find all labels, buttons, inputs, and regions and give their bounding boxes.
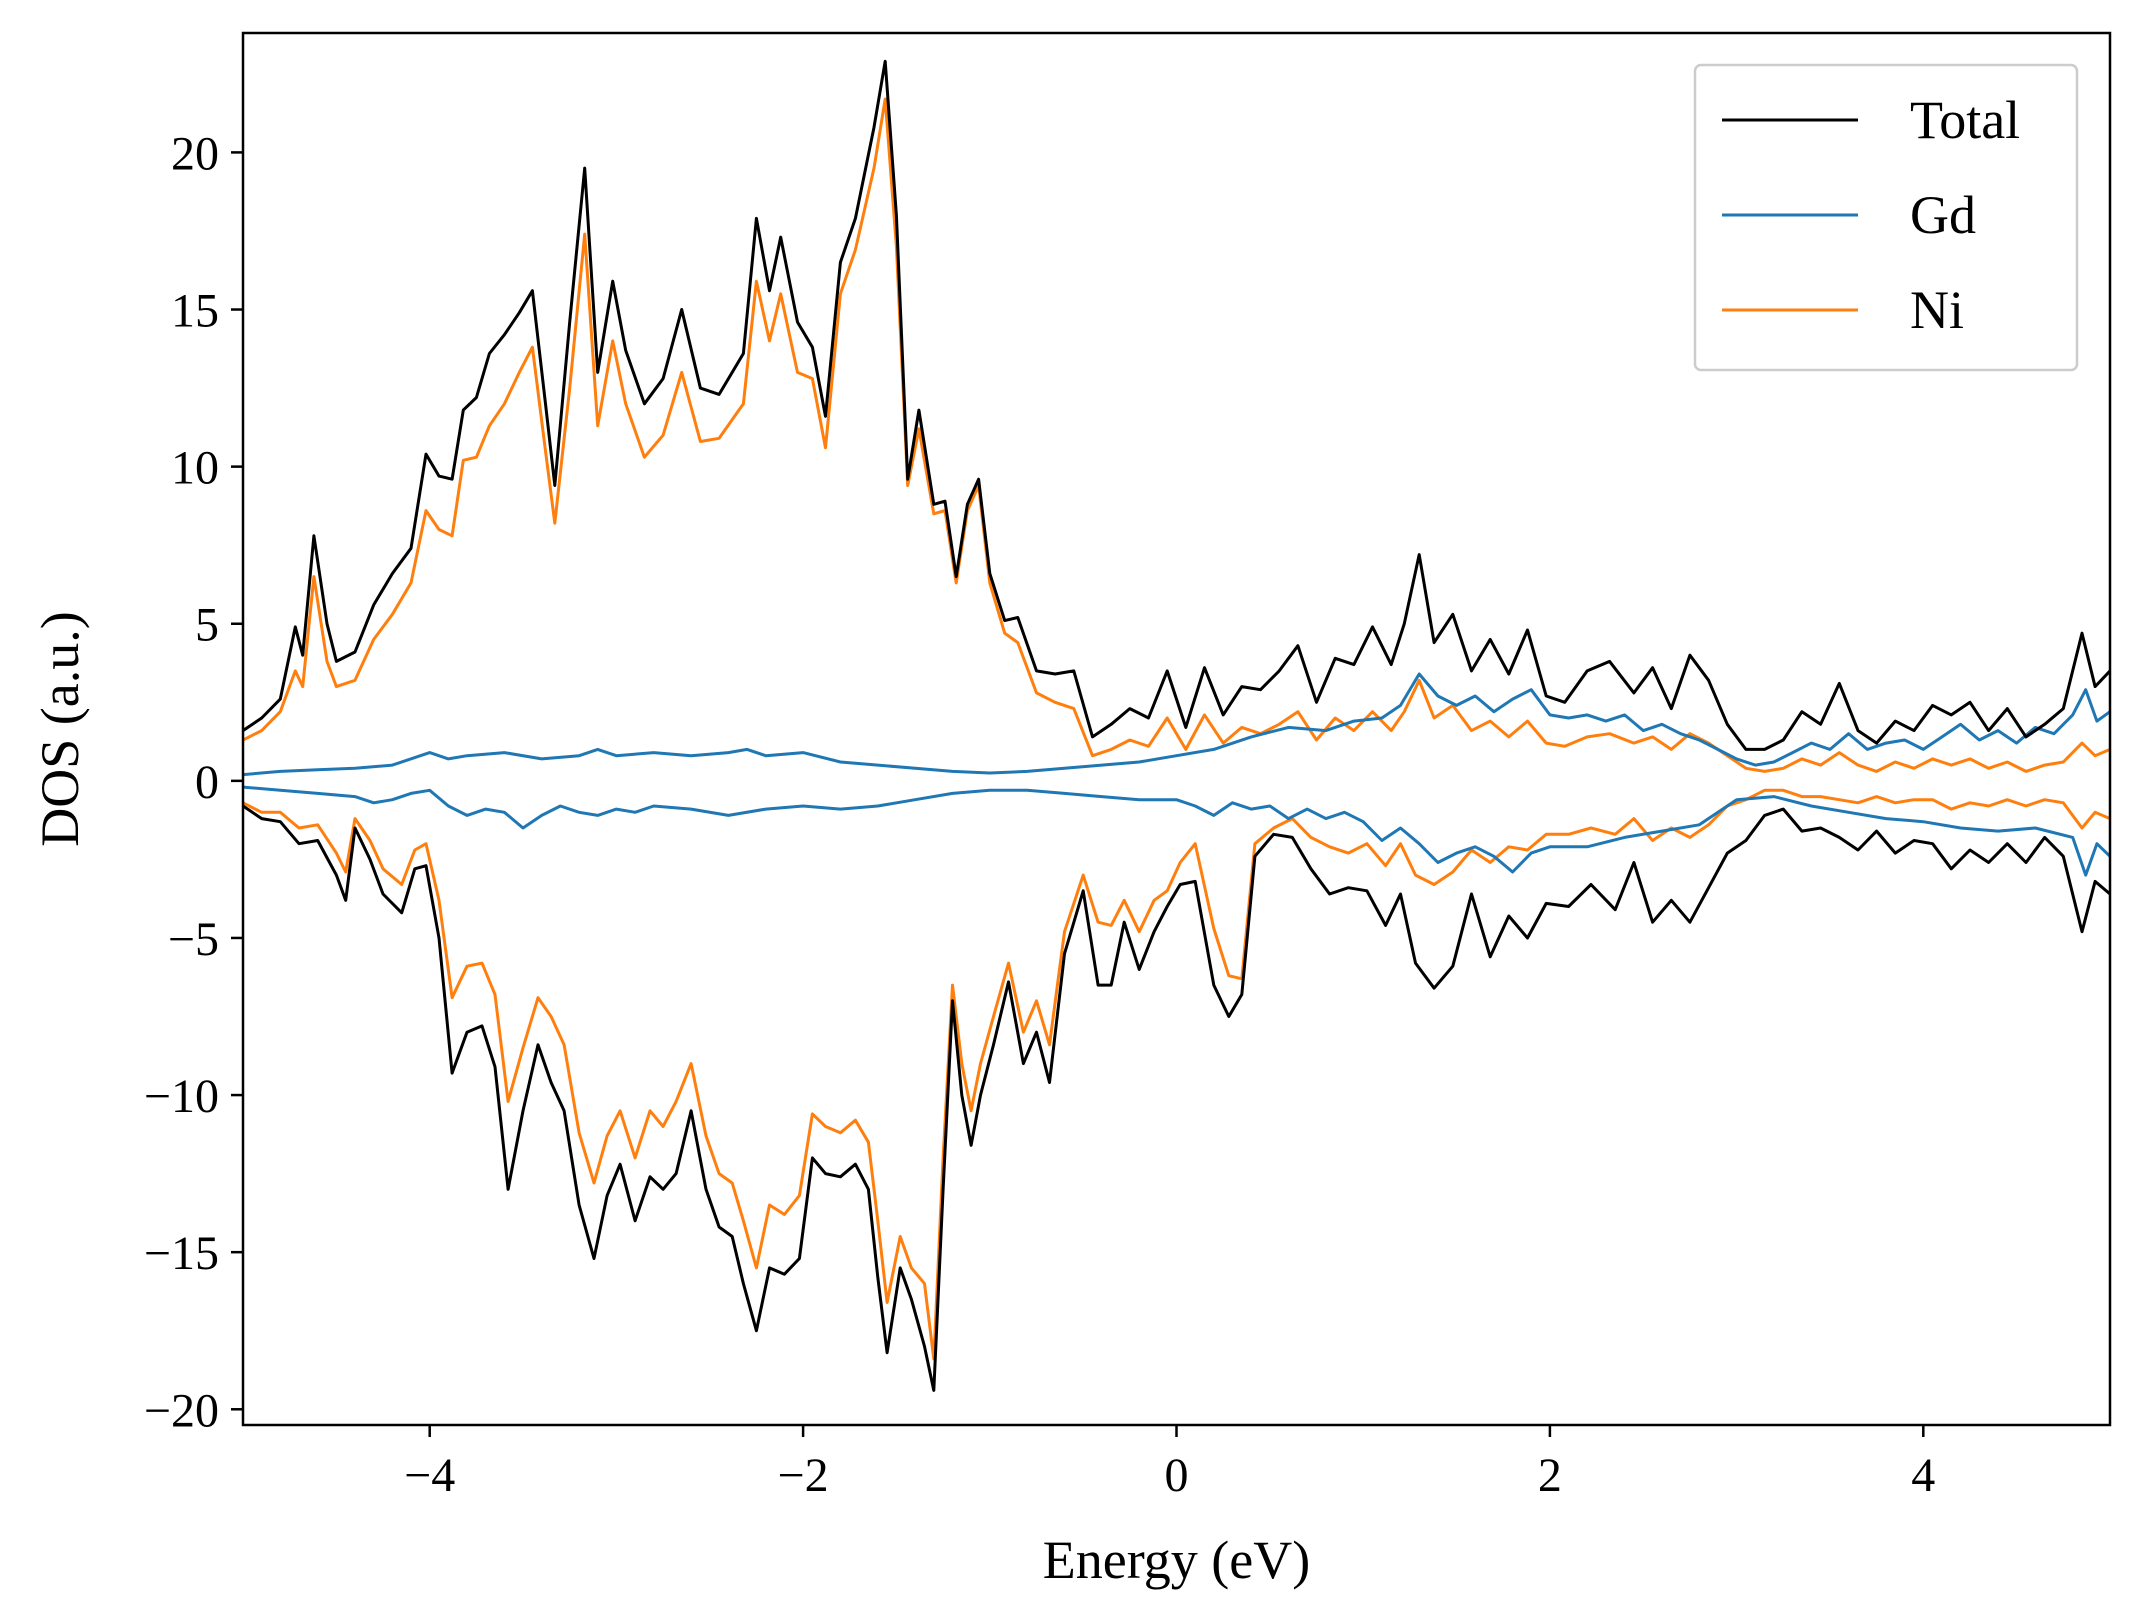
y-tick-label: −15 xyxy=(144,1227,219,1280)
y-tick-label: −5 xyxy=(168,913,219,966)
x-tick-label: −4 xyxy=(404,1449,455,1502)
y-tick-label: 15 xyxy=(171,285,219,338)
y-tick-label: 0 xyxy=(195,756,219,809)
x-tick-label: 4 xyxy=(1911,1449,1935,1502)
y-tick-label: −20 xyxy=(144,1384,219,1437)
y-tick-label: 10 xyxy=(171,442,219,495)
legend-label-gd: Gd xyxy=(1910,185,1976,245)
x-tick-label: −2 xyxy=(778,1449,829,1502)
y-tick-label: 20 xyxy=(171,127,219,180)
x-tick-label: 2 xyxy=(1538,1449,1562,1502)
plot-frame xyxy=(241,31,2112,1427)
x-axis-label: Energy (eV) xyxy=(1043,1530,1310,1590)
legend-label-total: Total xyxy=(1910,90,2020,150)
y-axis-label: DOS (a.u.) xyxy=(30,611,90,846)
x-tick-label: 0 xyxy=(1165,1449,1189,1502)
series-line-total-spin-up xyxy=(243,59,2110,751)
series-line-gd-spin-up xyxy=(243,672,2110,777)
series-group xyxy=(243,59,2110,1392)
series-line-ni-spin-up xyxy=(243,97,2110,773)
y-tick-label: −10 xyxy=(144,1070,219,1123)
legend-box xyxy=(1693,63,2079,372)
y-tick-label: 5 xyxy=(195,599,219,652)
series-line-total-spin-down xyxy=(243,804,2110,1392)
series-line-gd-spin-down xyxy=(243,785,2110,877)
legend: Total Gd Ni xyxy=(1693,63,2079,372)
legend-label-ni: Ni xyxy=(1910,280,1964,340)
legend-items: Total Gd Ni xyxy=(1722,90,2020,340)
